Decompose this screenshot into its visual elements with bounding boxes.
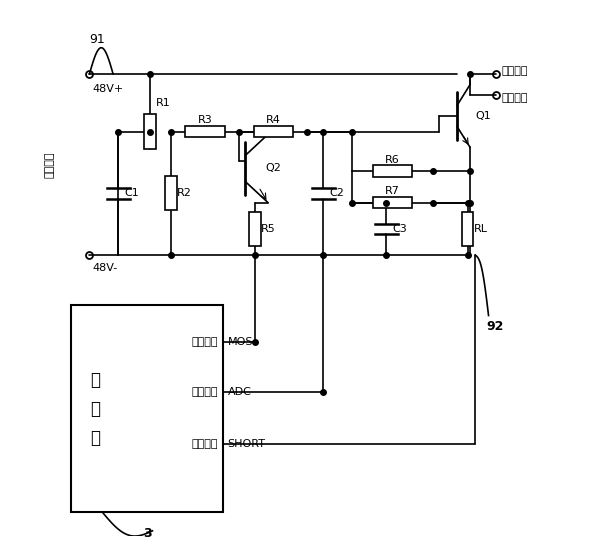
Text: 至供电口: 至供电口 [502,92,528,103]
Text: 48V+: 48V+ [92,84,123,94]
Text: 48V-: 48V- [92,263,117,274]
Text: R3: R3 [198,115,213,125]
Text: C1: C1 [125,188,140,199]
Text: 直流输出: 直流输出 [502,66,528,77]
Text: R2: R2 [177,188,192,199]
Text: MOS: MOS [228,337,253,347]
Bar [373,165,412,177]
Text: Q1: Q1 [476,111,491,121]
Bar [165,176,177,211]
Bar [253,126,293,137]
Text: R1: R1 [156,98,171,108]
Text: SHORT: SHORT [228,439,265,449]
Text: Q2: Q2 [265,164,282,173]
Text: 电压检测: 电压检测 [192,387,218,397]
Bar [462,212,473,246]
Text: R7: R7 [385,186,400,196]
Bar [144,114,156,149]
Bar [71,305,223,513]
Text: C3: C3 [392,224,407,234]
Bar [249,212,261,246]
Text: 直流输入: 直流输入 [45,152,55,178]
Bar [373,197,412,208]
Bar [185,126,225,137]
Text: R4: R4 [266,115,281,125]
Text: 92: 92 [486,319,503,333]
Text: R6: R6 [385,155,400,165]
Text: 单
片
机: 单 片 机 [90,370,99,447]
Text: C2: C2 [329,188,344,199]
Text: 过流中断: 过流中断 [192,439,218,449]
Text: ADC: ADC [228,387,252,397]
Text: R5: R5 [261,224,276,234]
Text: RL: RL [474,224,488,234]
Text: 3: 3 [143,527,152,540]
Text: 91: 91 [89,33,105,46]
Text: 关断驱动: 关断驱动 [192,337,218,347]
